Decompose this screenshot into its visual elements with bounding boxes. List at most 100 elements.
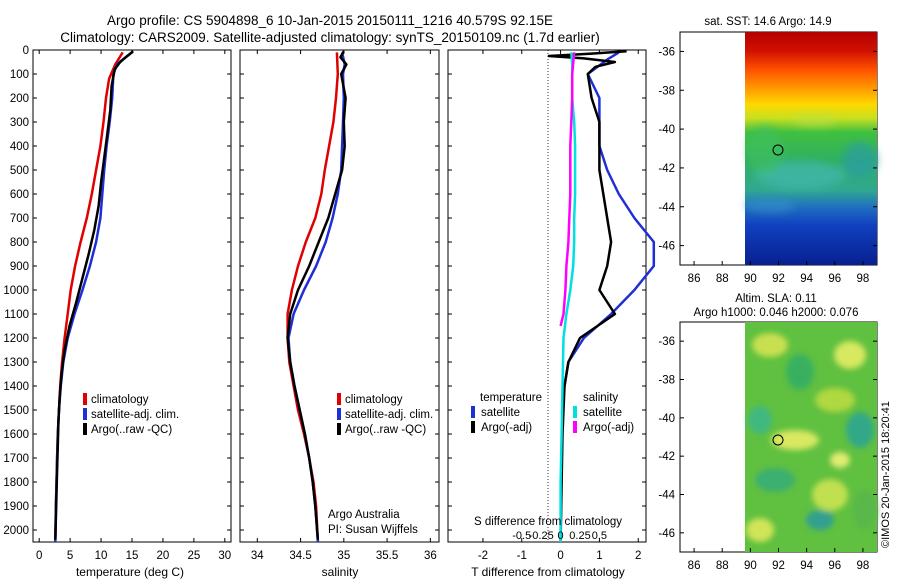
y-tick-label: 400 (10, 141, 29, 153)
x-tick-label: 34.5 (289, 550, 311, 562)
y-tick-label: 200 (10, 93, 29, 105)
sla-anomalies (746, 333, 877, 542)
s-difference-label: S difference from climatology (474, 516, 622, 528)
legend-swatch-t-satellite (471, 406, 475, 418)
y-tick-label: 1700 (3, 453, 29, 465)
figure-title-line1: Argo profile: CS 5904898_6 10-Jan-2015 2… (106, 13, 554, 28)
y-tick-label: 800 (10, 237, 29, 249)
x-tick-label: 34 (251, 550, 264, 562)
series-line-argo-raw-qc- (54, 50, 134, 540)
x2-tick-label: -0.5 (512, 530, 531, 542)
x-tick-label: 35 (337, 550, 350, 562)
legend-swatch-argo (337, 423, 341, 435)
legend-swatch-t-argo (471, 421, 475, 433)
y-tick-label: 300 (10, 117, 29, 129)
x2-tick-label: 0 (558, 530, 564, 542)
y-tick-label: 1900 (3, 501, 29, 513)
sst-lon-axis: 86 88 90 92 94 96 98 (688, 261, 870, 285)
lon-tick-label: 96 (828, 273, 841, 285)
y-tick-label: 1800 (3, 477, 29, 489)
x-tick-label: 20 (157, 550, 170, 562)
legend-header-temperature: temperature (480, 392, 542, 404)
x-tick-label: 1 (596, 550, 602, 562)
lon-tick-label: 94 (800, 273, 813, 285)
lon-tick-label: 88 (716, 560, 729, 572)
difference-x-axis: -2 -1 0 1 2 (478, 50, 641, 562)
x-tick-label: 15 (126, 550, 139, 562)
legend-label-s-satellite: satellite (583, 407, 622, 419)
x-tick-label: 0 (36, 550, 42, 562)
x-tick-label: 30 (218, 550, 231, 562)
x-tick-label: -1 (517, 550, 527, 562)
legend-swatch-satellite (83, 408, 87, 420)
lat-tick-label: -40 (658, 124, 675, 136)
legend-swatch-s-argo (573, 421, 577, 433)
salinity-lines (286, 50, 348, 543)
y-tick-label: 1600 (3, 429, 29, 441)
lon-tick-label: 94 (800, 560, 813, 572)
difference-legend: temperature salinity satellite Argo(-adj… (471, 392, 634, 434)
argo-position-marker (772, 434, 784, 446)
legend-label-argo: Argo(..raw -QC) (91, 424, 172, 436)
annotation-pi: PI: Susan Wijffels (328, 524, 418, 536)
y-tick-label: 2000 (3, 525, 29, 537)
sla-map-title: Altim. SLA: 0.11 (735, 293, 817, 305)
lat-tick-label: -40 (658, 413, 675, 425)
lon-tick-label: 90 (744, 560, 757, 572)
x2-tick-label: 0.25 (569, 530, 590, 542)
legend-swatch-climatology (337, 393, 341, 405)
y-tick-label: 1500 (3, 405, 29, 417)
lat-tick-label: -46 (658, 241, 675, 253)
difference-lines (547, 49, 656, 543)
x2-tick-label: 0.5 (592, 530, 607, 542)
lat-tick-label: -44 (658, 202, 675, 214)
lon-tick-label: 92 (772, 273, 785, 285)
x-tick-label: 35.5 (376, 550, 398, 562)
x-tick-label: -2 (478, 550, 488, 562)
legend-swatch-s-satellite (573, 406, 577, 418)
legend-label-climatology: climatology (91, 394, 149, 406)
legend-label-t-argo: Argo(-adj) (481, 422, 532, 434)
temperature-axes (32, 49, 232, 543)
x-tick-label: 2 (635, 550, 641, 562)
y-tick-label: 1300 (3, 357, 29, 369)
temperature-lines (54, 50, 134, 543)
lon-tick-label: 98 (857, 560, 870, 572)
y-tick-label: 0 (23, 45, 29, 57)
lon-tick-label: 98 (857, 273, 870, 285)
x2-tick-label: -0.25 (529, 530, 554, 542)
sst-heatmap (745, 32, 878, 265)
sla-map-panel: Altim. SLA: 0.11 Argo h1000: 0.046 h2000… (658, 293, 878, 572)
legend-label-climatology: climatology (345, 394, 403, 406)
difference-y-ticks (448, 49, 646, 531)
imos-credit: ©IMOS 20-Jan-2015 18:20:41 (880, 401, 892, 548)
lat-tick-label: -36 (658, 336, 675, 348)
legend-swatch-satellite (337, 408, 341, 420)
salinity-axes (239, 49, 440, 543)
sla-lat-axis: -36 -38 -40 -42 -44 -46 (658, 336, 877, 540)
sst-lat-axis: -36 -38 -40 -42 -44 -46 (658, 46, 877, 253)
sla-map-subtitle: Argo h1000: 0.046 h2000: 0.076 (694, 307, 859, 319)
lon-tick-label: 96 (828, 560, 841, 572)
legend-label-satellite: satellite-adj. clim. (345, 409, 433, 421)
x-tick-label: 25 (187, 550, 200, 562)
annotation-argo-australia: Argo Australia (328, 509, 400, 521)
y-tick-label: 900 (10, 261, 29, 273)
temperature-xlabel: temperature (deg C) (76, 565, 184, 579)
y-tick-label: 1200 (3, 333, 29, 345)
lon-tick-label: 90 (744, 273, 757, 285)
series-line-t-argo-adj- (547, 49, 627, 540)
temperature-legend: climatology satellite-adj. clim. Argo(..… (83, 393, 179, 436)
lat-tick-label: -44 (658, 490, 675, 502)
temperature-x-axis: 0 5 10 15 20 25 30 (36, 50, 231, 562)
difference-axes (447, 49, 647, 543)
legend-header-salinity: salinity (583, 392, 618, 404)
x-tick-label: 5 (67, 550, 73, 562)
x-tick-label: 0 (557, 550, 563, 562)
series-line-argo-raw-qc- (286, 50, 348, 540)
salinity-panel: 34 34.5 35 35.5 36 salinity climatology sate… (239, 49, 440, 579)
sst-map-panel: sat. SST: 14.6 Argo: 14.9 -36 -38 -40 -42 -4… (658, 16, 878, 285)
sst-map-title: sat. SST: 14.6 Argo: 14.9 (704, 16, 831, 28)
legend-swatch-climatology (83, 393, 87, 405)
